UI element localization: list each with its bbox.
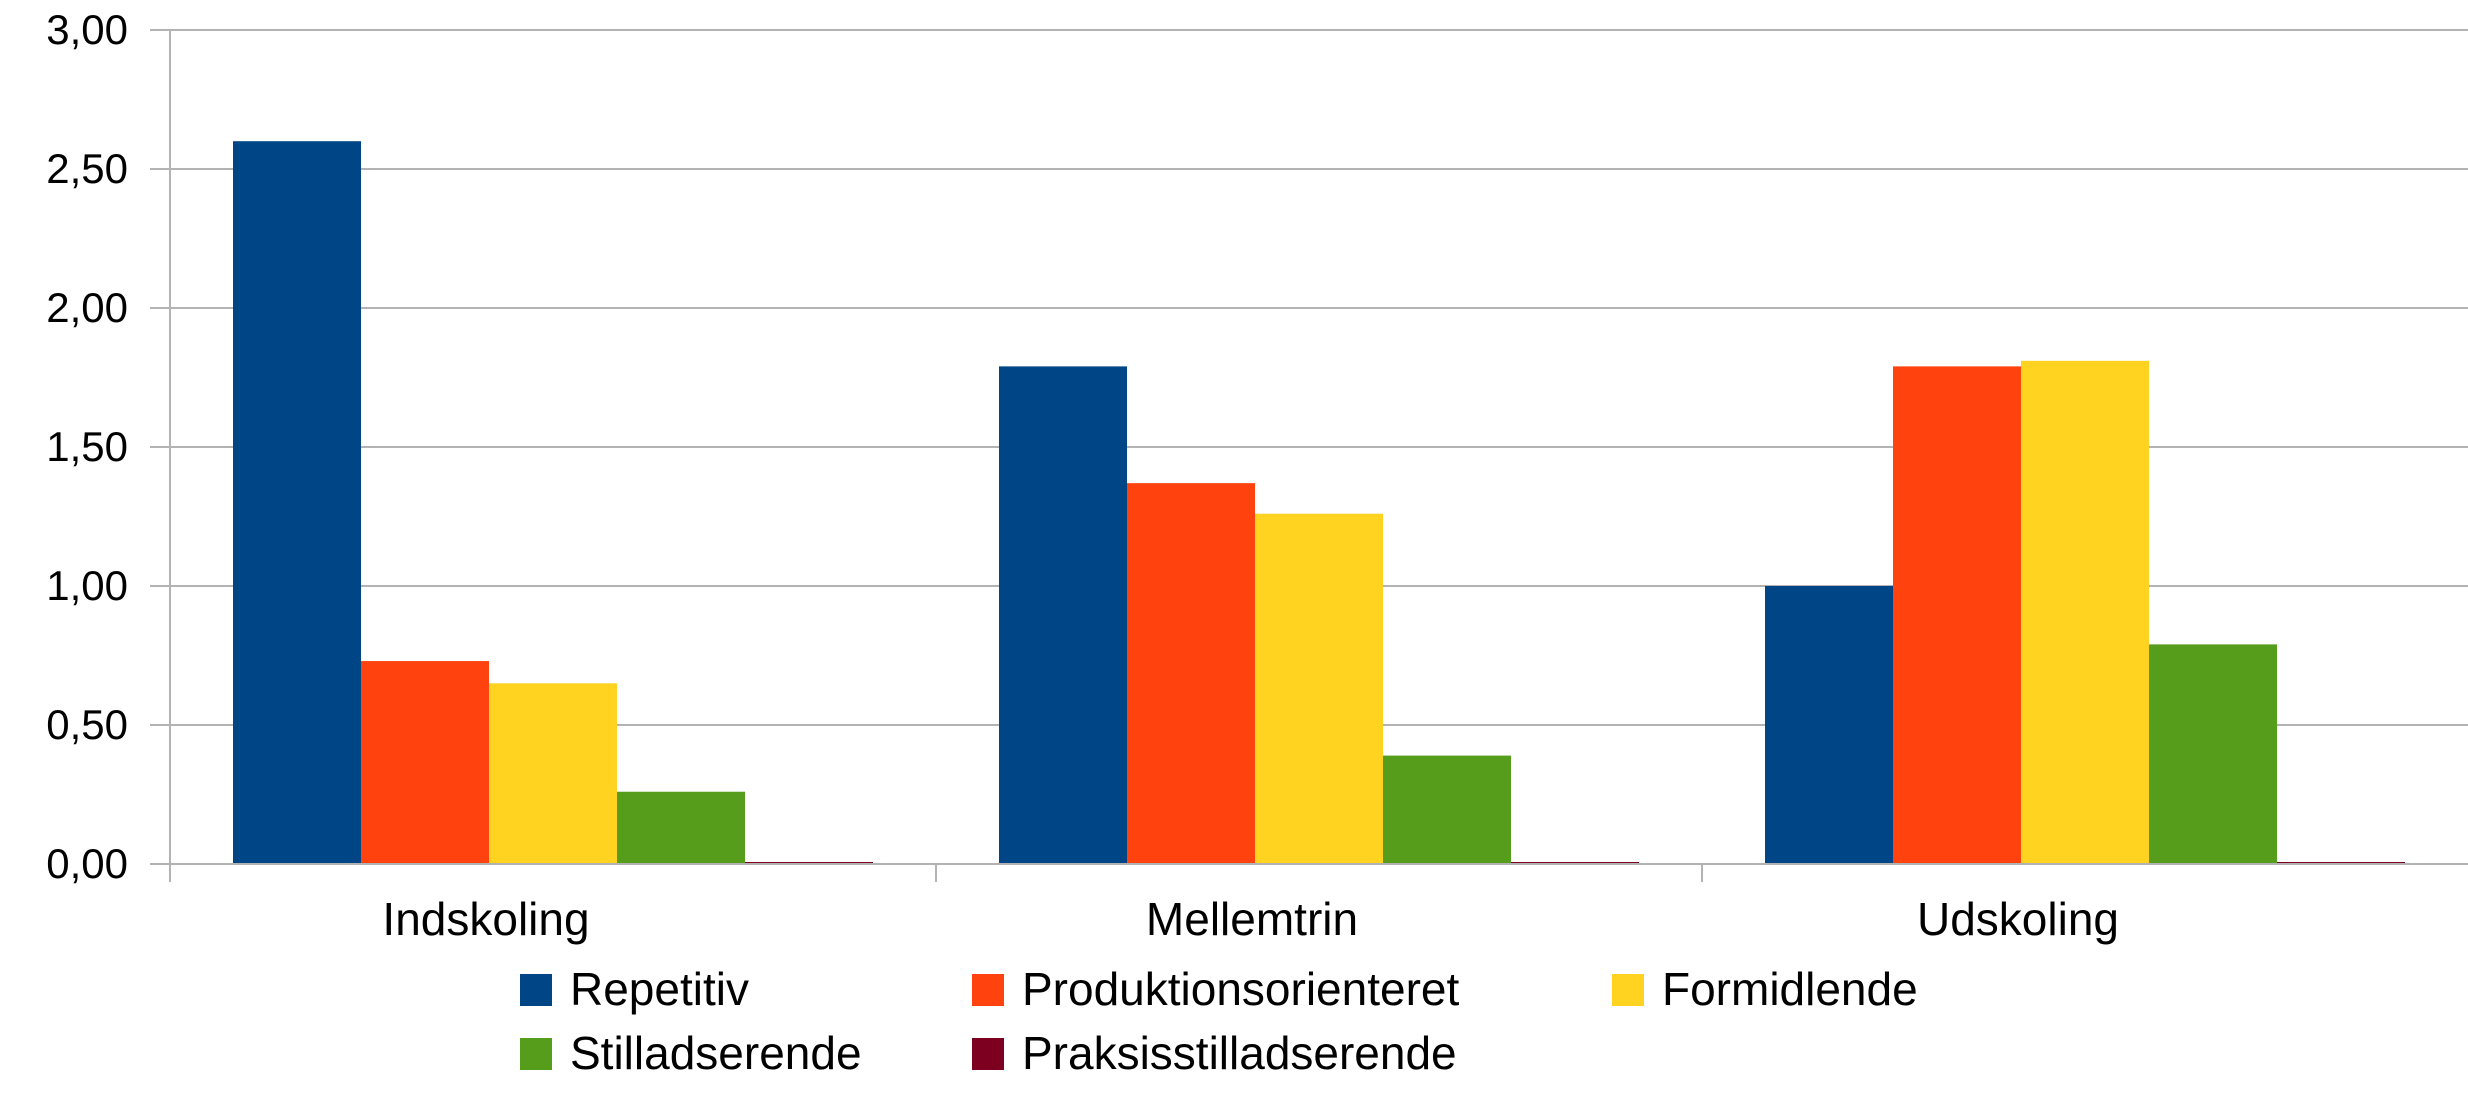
legend-swatch: [972, 1038, 1004, 1070]
axes: [150, 30, 2468, 882]
legend-label: Produktionsorienteret: [1022, 963, 1459, 1015]
x-category-label: Indskoling: [382, 893, 589, 945]
bar-formidlende-mellemtrin: [1255, 513, 1383, 864]
bar-stilladserende-indskoling: [617, 791, 745, 864]
x-category-label: Udskoling: [1917, 893, 2119, 945]
x-axis-category-labels: Indskoling Mellemtrin Udskoling: [382, 893, 2119, 945]
y-tick-label: 1,00: [46, 562, 128, 609]
legend-label: Formidlende: [1662, 963, 1918, 1015]
bar-formidlende-indskoling: [489, 683, 617, 864]
x-category-label: Mellemtrin: [1146, 893, 1358, 945]
y-tick-label: 2,50: [46, 145, 128, 192]
bar-produktionsorienteret-indskoling: [361, 661, 489, 864]
bar-repetitiv-udskoling: [1765, 586, 1893, 864]
legend-swatch: [1612, 974, 1644, 1006]
bar-produktionsorienteret-udskoling: [1893, 366, 2021, 864]
legend-swatch: [520, 974, 552, 1006]
bar-repetitiv-indskoling: [233, 141, 361, 864]
legend-label: Praksisstilladserende: [1022, 1027, 1457, 1079]
bar-repetitiv-mellemtrin: [999, 366, 1127, 864]
bar-stilladserende-mellemtrin: [1383, 755, 1511, 864]
y-tick-label: 2,00: [46, 284, 128, 331]
bar-formidlende-udskoling: [2021, 360, 2149, 864]
y-tick-label: 0,00: [46, 840, 128, 887]
bar-stilladserende-udskoling: [2149, 644, 2277, 864]
y-tick-label: 0,50: [46, 701, 128, 748]
legend-swatch: [972, 974, 1004, 1006]
legend-label: Stilladserende: [570, 1027, 862, 1079]
legend-label: Repetitiv: [570, 963, 749, 1015]
legend-swatch: [520, 1038, 552, 1070]
y-tick-label: 3,00: [46, 6, 128, 53]
bar-produktionsorienteret-mellemtrin: [1127, 483, 1255, 864]
legend: Repetitiv Produktionsorienteret Formidlend…: [520, 963, 1918, 1079]
bars: [233, 141, 2405, 864]
y-axis-tick-labels: 0,00 0,50 1,00 1,50 2,00 2,50 3,00: [46, 6, 128, 887]
y-tick-label: 1,50: [46, 423, 128, 470]
